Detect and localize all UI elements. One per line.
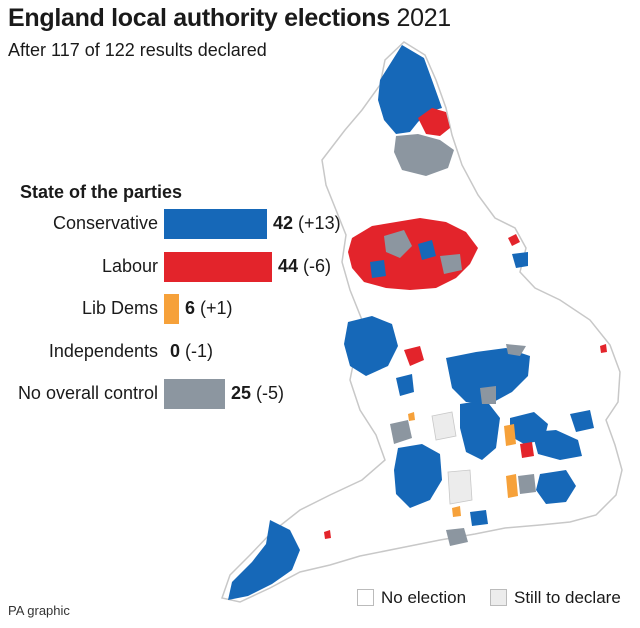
seat-count: 42: [273, 213, 294, 233]
region-tyne-wear: [418, 108, 450, 136]
party-row-independents: Independents 0 (-1): [0, 337, 380, 367]
region-cornwall-devon: [228, 520, 300, 600]
seat-change: (+13): [298, 213, 341, 233]
key-label: No election: [381, 588, 467, 607]
seat-count: 6: [185, 298, 196, 318]
region-somerset: [394, 444, 442, 508]
region-east-midlands: [446, 348, 530, 404]
party-name: Conservative: [52, 213, 158, 233]
region-lib-dem-4: [452, 506, 461, 517]
seat-change: (-5): [256, 383, 285, 403]
party-row-no-overall-control: No overall control 25 (-5): [0, 379, 380, 409]
region-shropshire: [344, 316, 398, 376]
region-south-coast-grey: [446, 528, 468, 546]
seat-count: 44: [278, 256, 299, 276]
seat-count: 0: [170, 341, 181, 361]
region-worcester: [396, 374, 414, 396]
region-lib-dem-3: [408, 412, 415, 421]
party-row-conservative: Conservative 42 (+13): [0, 209, 380, 239]
region-london: [520, 442, 534, 458]
region-cambs: [460, 400, 500, 460]
region-surrey-grey: [518, 474, 536, 494]
title-year: 2021: [389, 4, 451, 32]
region-durham: [394, 134, 454, 176]
party-row-labour: Labour 44 (-6): [0, 252, 380, 282]
party-name: No overall control: [17, 383, 158, 403]
region-plymouth-red: [324, 530, 331, 539]
region-undeclared-1: [431, 411, 457, 441]
region-lib-dem-2: [506, 474, 518, 498]
region-north-blue-2: [370, 260, 386, 278]
region-gloucs-grey: [390, 420, 412, 444]
credit: PA graphic: [8, 603, 70, 618]
seat-change: (-6): [303, 256, 332, 276]
region-essex: [532, 430, 582, 460]
party-row-lib-dems: Lib Dems 6 (+1): [0, 294, 380, 324]
region-east-grey: [506, 344, 526, 356]
subtitle: After 117 of 122 results declared: [8, 40, 267, 60]
seat-change: (-1): [185, 341, 214, 361]
region-south-blue: [470, 510, 488, 526]
title-main: England local authority elections: [8, 4, 390, 32]
region-kent: [536, 470, 576, 504]
seat-value: 25 (-5): [231, 383, 284, 404]
seat-bar: [164, 379, 225, 409]
seat-count: 25: [231, 383, 252, 403]
region-lincs-coast: [512, 252, 528, 268]
chart-title: England local authority elections 2021: [8, 4, 451, 33]
seat-value: 6 (+1): [185, 298, 233, 319]
seat-value: 0 (-1): [170, 341, 213, 362]
party-name: Labour: [101, 256, 158, 276]
legend-title: State of the parties: [20, 182, 183, 202]
region-suffolk: [570, 410, 594, 432]
party-name: Independents: [48, 341, 158, 361]
region-undeclared-2: [447, 469, 473, 505]
region-north-grey-2: [440, 254, 462, 274]
seat-change: (+1): [200, 298, 233, 318]
seat-bar: [164, 294, 179, 324]
region-norfolk-dot: [600, 344, 607, 353]
region-northumberland: [378, 45, 442, 134]
region-west-midlands: [404, 346, 424, 366]
region-north-grey-1: [384, 230, 412, 258]
seat-bar: [164, 209, 267, 239]
key-label: Still to declare: [514, 588, 621, 607]
key-swatch: [357, 589, 374, 606]
region-mid-grey: [480, 386, 496, 404]
party-name: Lib Dems: [81, 298, 158, 318]
region-north-blue-1: [418, 240, 436, 260]
region-lib-dem-1: [504, 424, 516, 446]
region-hull: [508, 234, 520, 246]
seat-bar: [164, 252, 272, 282]
seat-value: 42 (+13): [273, 213, 341, 234]
seat-value: 44 (-6): [278, 256, 331, 277]
key-swatch: [490, 589, 507, 606]
